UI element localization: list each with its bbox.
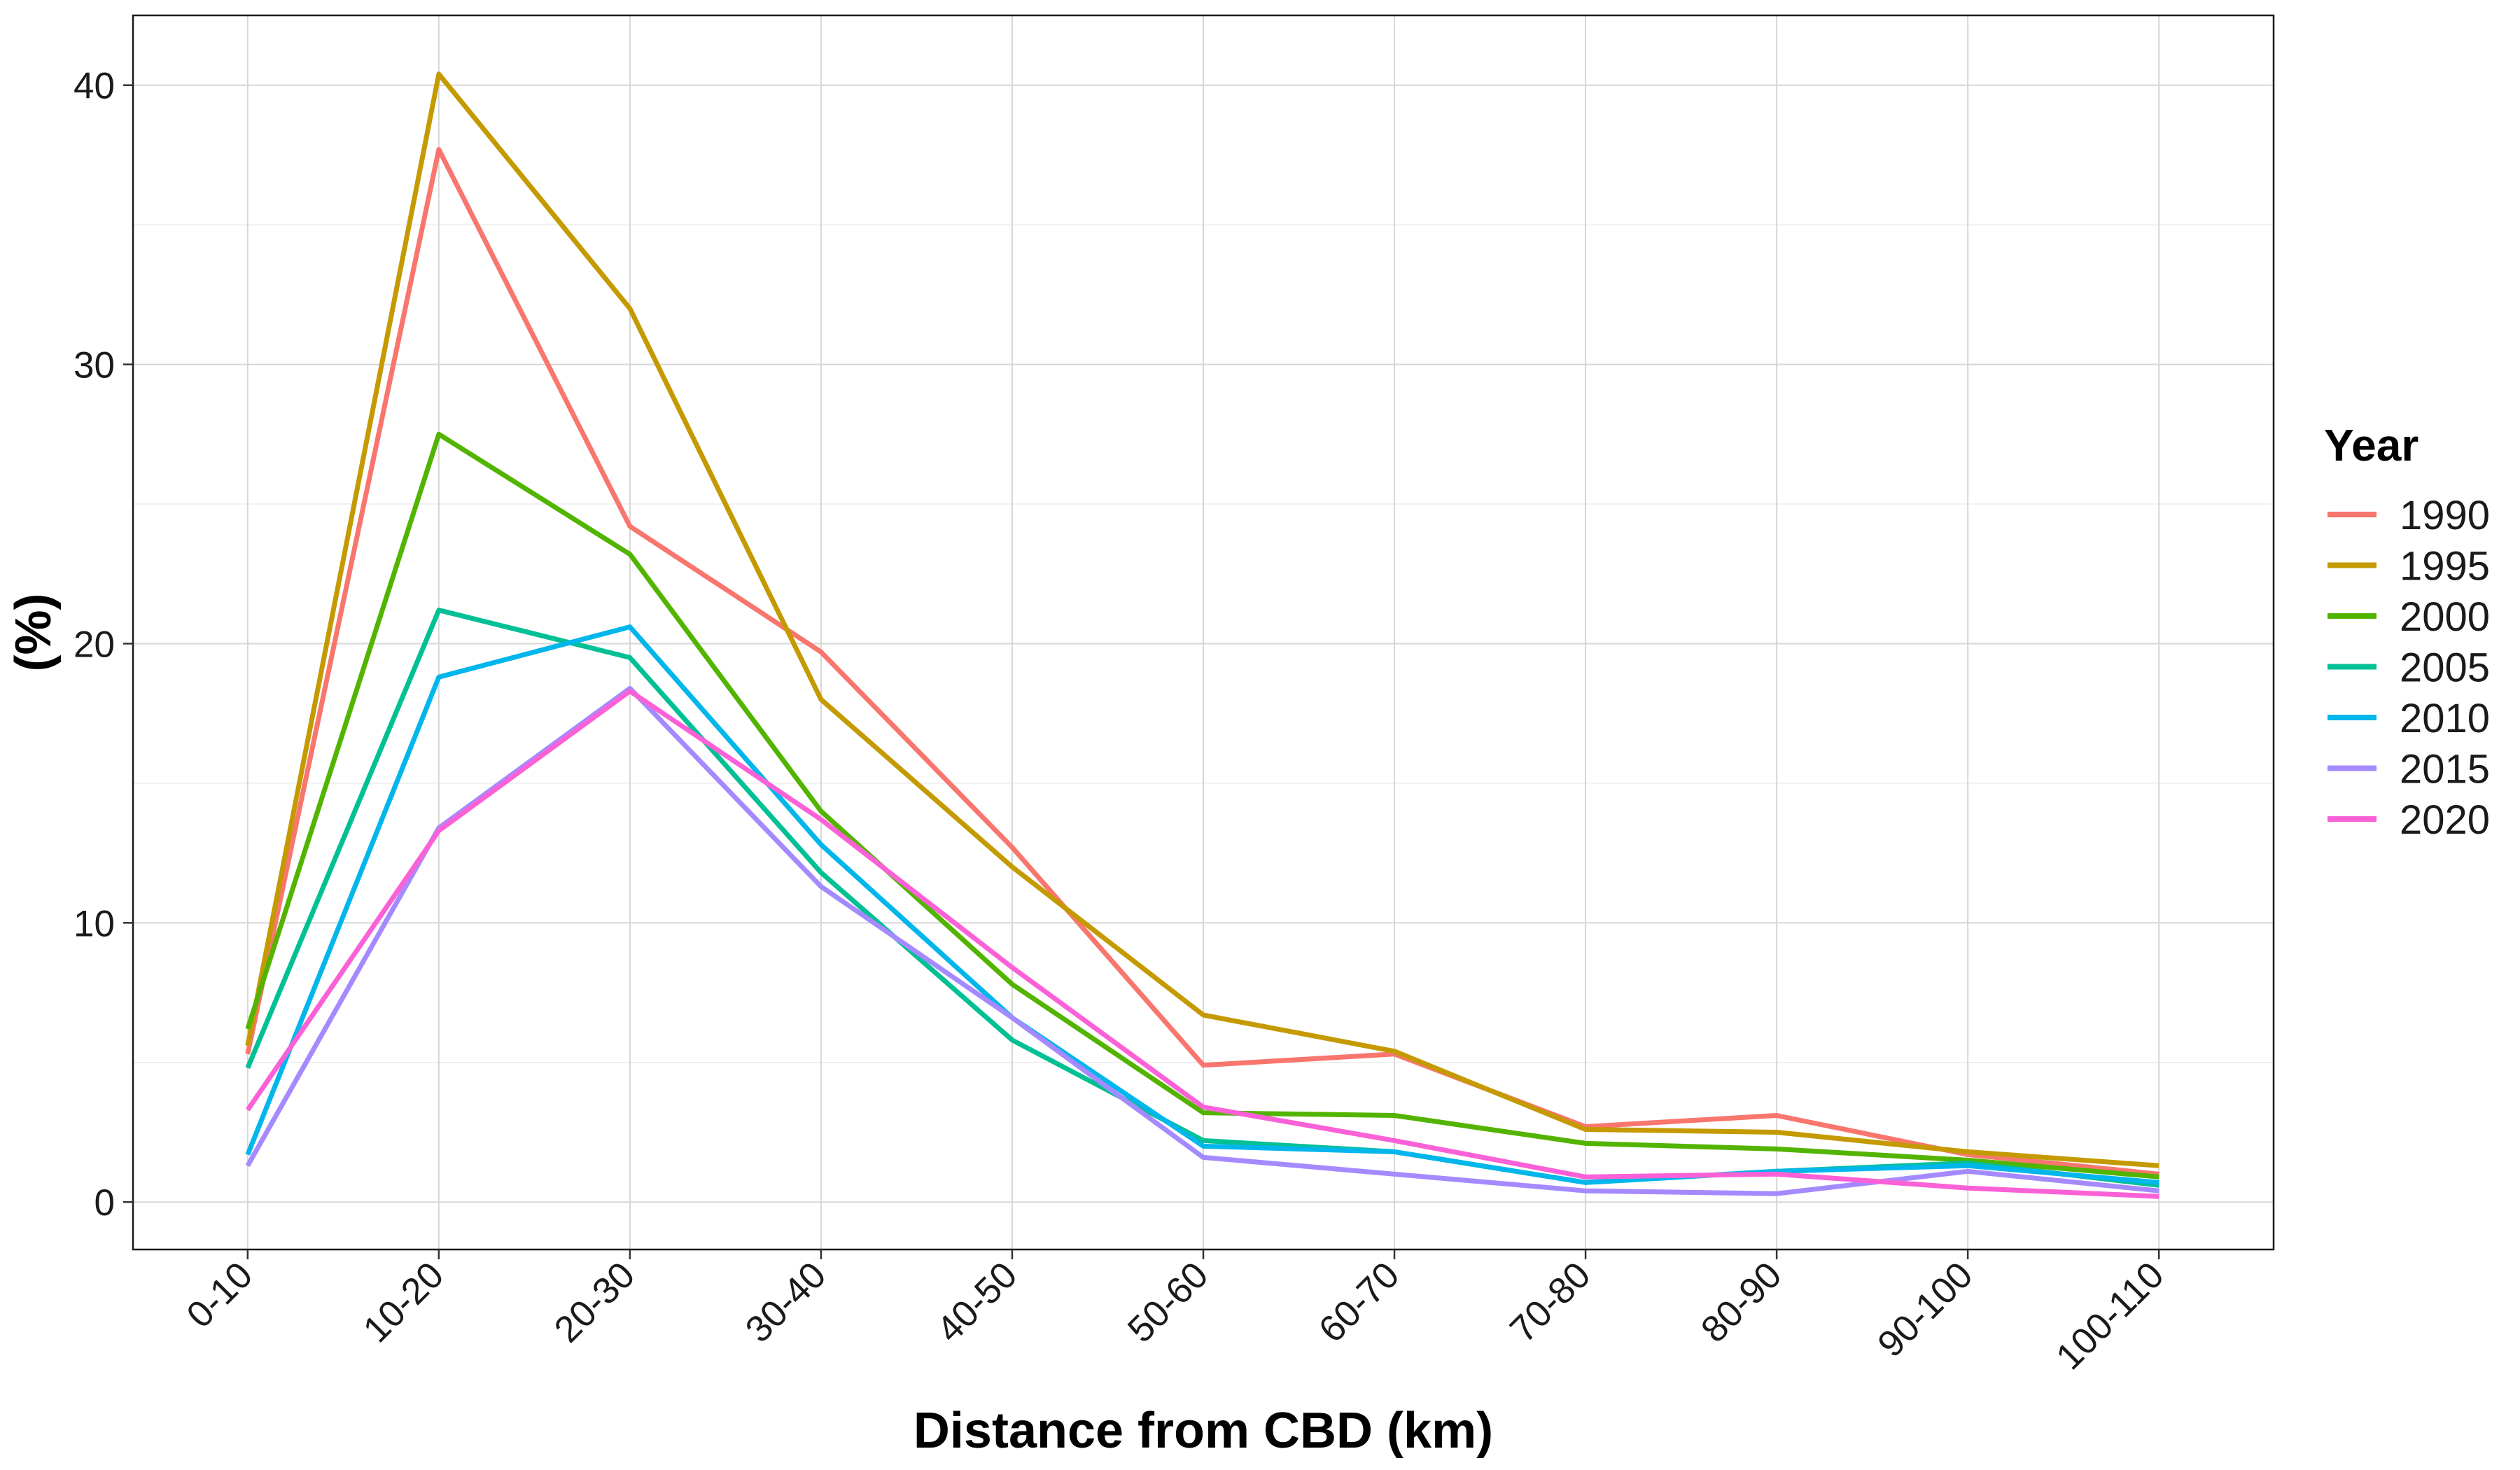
series-line-2000	[245, 431, 2160, 1180]
y-tick-label: 40	[74, 66, 115, 107]
series-lines	[245, 71, 2160, 1199]
legend: Year 1990 1995 2000 2005 2010 2015 2020	[2324, 420, 2490, 843]
legend-label-2005: 2005	[2400, 645, 2490, 691]
y-tick-label: 10	[74, 903, 115, 944]
legend-label-2000: 2000	[2400, 594, 2490, 640]
grid	[133, 15, 2274, 1250]
legend-label-2015: 2015	[2400, 747, 2490, 792]
y-tick-label: 30	[74, 345, 115, 386]
legend-label-2020: 2020	[2400, 797, 2490, 843]
series-line-2020	[245, 688, 2160, 1199]
y-axis-title: (%)	[6, 594, 62, 672]
legend-items: 1990 1995 2000 2005 2010 2015 2020	[2328, 493, 2490, 843]
y-tick-label: 20	[74, 624, 115, 665]
series-line-1995	[245, 71, 2160, 1168]
legend-title: Year	[2324, 420, 2418, 470]
series-line-1990	[245, 147, 2160, 1177]
legend-label-2010: 2010	[2400, 696, 2490, 741]
series-line-2010	[245, 624, 2160, 1185]
legend-label-1995: 1995	[2400, 544, 2490, 589]
x-axis-title: Distance from CBD (km)	[913, 1403, 1493, 1459]
y-tick-label: 0	[94, 1182, 115, 1224]
legend-label-1990: 1990	[2400, 493, 2490, 538]
